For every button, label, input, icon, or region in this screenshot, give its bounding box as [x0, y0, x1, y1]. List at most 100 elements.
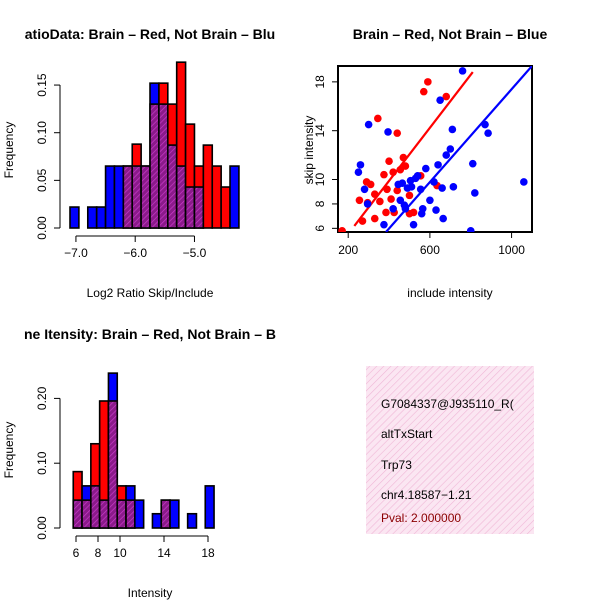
scatter-point-brain [387, 195, 395, 203]
ratio-histogram-ylabel: Frequency [2, 122, 16, 179]
intensity-histogram-bar-notbrain [204, 485, 215, 529]
scatter-point-brain [376, 197, 384, 206]
intensity-histogram-bar-notbrain [151, 512, 163, 529]
ratio-histogram-x-tick-label: −6.0 [123, 246, 147, 260]
intensity-histogram: ne Itensity: Brain – Red, Not Brain – B … [2, 326, 276, 600]
scatter-point-notbrain [364, 120, 373, 129]
scatter-point-brain [401, 162, 410, 170]
scatter-point-notbrain [471, 189, 479, 197]
ratio-histogram-bar-overlap [131, 165, 142, 229]
intensity-histogram-bar-notbrain [186, 512, 198, 529]
scatter-fit-line-brain [353, 71, 474, 227]
scatter-title: Brain – Red, Not Brain – Blue [353, 26, 548, 42]
intensity-histogram-ylabel: Frequency [2, 422, 16, 479]
scatter-frame [337, 65, 533, 233]
scatter-x-tick-label: 1000 [498, 243, 525, 257]
ratio-histogram-bar-overlap [193, 186, 205, 229]
scatter-point-notbrain [448, 125, 457, 134]
intensity-histogram-bar-overlap [81, 499, 92, 529]
ratio-histogram-xlabel: Log2 Ratio Skip/Include [87, 286, 214, 300]
scatter-point-notbrain [439, 214, 447, 223]
ratio-histogram-bar-brain [211, 165, 222, 229]
scatter-point-notbrain [446, 145, 455, 153]
scatter-point-brain [380, 170, 388, 179]
info-event-id: G7084337@J935110_R( [381, 397, 514, 411]
scatter-point-notbrain [413, 172, 422, 180]
ratio-histogram-y-tick-label: 0.00 [35, 216, 49, 240]
intensity-histogram-xlabel: Intensity [128, 586, 173, 600]
scatter-point-notbrain [466, 226, 475, 232]
scatter-point-notbrain [418, 205, 427, 213]
info-gene-name: Trp73 [381, 458, 412, 472]
ratio-histogram-y-tick-label: 0.10 [35, 121, 49, 145]
scatter-point-brain [405, 191, 414, 200]
scatter-point-brain [366, 180, 375, 189]
ratio-histogram-bar-notbrain [95, 206, 107, 229]
scatter-point-notbrain [356, 161, 365, 169]
ratio-histogram-bar-overlap [184, 186, 196, 229]
ratio-histogram-bar-notbrain [229, 165, 240, 229]
scatter-point-brain [419, 87, 428, 96]
ratio-histogram: atioData: Brain – Red, Not Brain – Blu L… [2, 26, 275, 300]
scatter-point-notbrain [458, 67, 467, 75]
ratio-histogram-bar-brain [202, 144, 214, 229]
intensity-histogram-bar-overlap [125, 499, 136, 529]
scatter-ylabel: skip intensity [302, 116, 316, 185]
scatter-point-notbrain [360, 185, 369, 194]
ratio-histogram-bar-overlap [122, 165, 134, 229]
intensity-histogram-y-tick-label: 0.20 [35, 386, 49, 410]
scatter-point-notbrain [409, 220, 418, 229]
scatter-fit-line-notbrain [385, 66, 532, 232]
scatter-point-notbrain [407, 183, 416, 191]
scatter-point-notbrain [434, 161, 442, 169]
scatter-point-notbrain [442, 151, 451, 159]
intensity-histogram-bar-overlap [98, 499, 110, 529]
scatter-x-tick-label: 600 [420, 243, 440, 257]
scatter-point-notbrain [398, 179, 407, 187]
intensity-histogram-x-tick-label: 18 [201, 546, 215, 560]
scatter-point-notbrain [389, 205, 397, 213]
ratio-histogram-bar-overlap [158, 103, 169, 229]
scatter-y-tick-label: 8 [313, 200, 327, 207]
ratio-histogram-y-tick-label: 0.05 [35, 168, 49, 192]
intensity-histogram-bar-overlap [72, 499, 83, 529]
intensity-histogram-bar-notbrain [169, 499, 180, 529]
scatter-y-tick-label: 18 [313, 75, 327, 89]
scatter-point-notbrain [354, 168, 363, 176]
scatter-point-notbrain [422, 164, 430, 173]
scatter-point-notbrain [380, 220, 388, 229]
ratio-histogram-x-tick-label: −7.0 [64, 246, 88, 260]
intensity-histogram-bar-overlap [160, 499, 171, 529]
intensity-histogram-y-tick-label: 0.10 [35, 451, 49, 475]
info-event-type: altTxStart [381, 427, 433, 441]
ratio-histogram-bar-notbrain [104, 165, 116, 229]
intensity-histogram-x-tick-label: 6 [73, 546, 80, 560]
intensity-histogram-x-tick-label: 8 [95, 546, 102, 560]
scatter-point-notbrain [449, 183, 458, 191]
scatter-y-tick-label: 14 [313, 124, 327, 138]
intensity-histogram-title: ne Itensity: Brain – Red, Not Brain – B [24, 326, 276, 342]
scatter-point-brain [382, 208, 390, 217]
ratio-histogram-title: atioData: Brain – Red, Not Brain – Blu [25, 26, 275, 42]
ratio-histogram-bar-notbrain [113, 165, 125, 229]
intensity-histogram-bar-overlap [116, 499, 127, 529]
scatter-point-notbrain [426, 196, 434, 205]
info-locus: chr4.18587−1.21 [381, 488, 472, 502]
scatter-point-brain [409, 208, 418, 217]
scatter-point-notbrain [436, 96, 444, 104]
intensity-histogram-bar-notbrain [134, 499, 145, 529]
scatter-point-brain [385, 157, 393, 166]
scatter-point-brain [442, 92, 451, 101]
intensity-histogram-x-tick-label: 14 [157, 546, 171, 560]
scatter-y-tick-label: 6 [313, 225, 327, 232]
ratio-histogram-bar-overlap [140, 165, 151, 229]
scatter-point-notbrain [520, 178, 528, 186]
scatter-point-brain [393, 129, 402, 137]
intensity-scatter: Brain – Red, Not Brain – Blue include in… [302, 26, 547, 300]
ratio-histogram-x-tick-label: −5.0 [183, 246, 207, 260]
info-pval: Pval: 2.000000 [381, 511, 461, 525]
intensity-histogram-bar-overlap [107, 400, 119, 529]
ratio-histogram-bar-overlap [175, 165, 187, 229]
ratio-histogram-bar-notbrain [69, 206, 80, 229]
scatter-point-brain [355, 196, 364, 205]
